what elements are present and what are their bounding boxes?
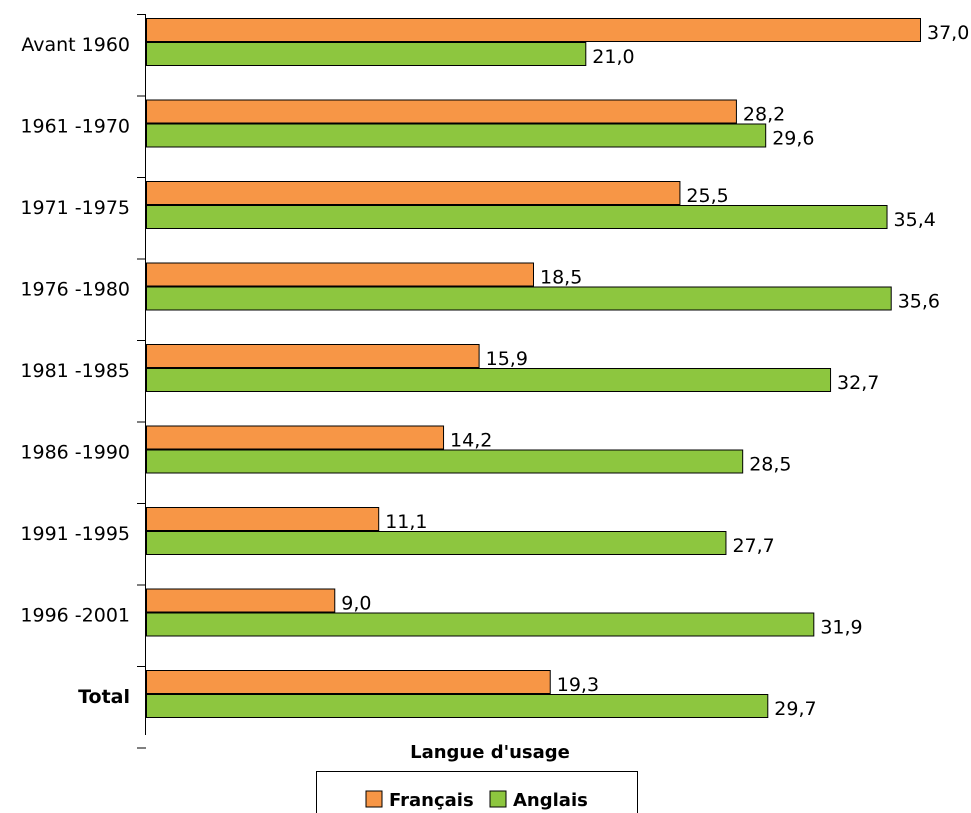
bar-anglais-1961-1970: [146, 123, 767, 148]
bar-anglais-1981-1985: [146, 368, 832, 392]
legend-label-anglais: Anglais: [513, 790, 588, 811]
value-label-anglais-1961-1970: 29,6: [772, 128, 814, 150]
value-label-anglais-1981-1985: 32,7: [837, 372, 879, 394]
category-label-1981-1985: 1981 -1985: [20, 360, 130, 382]
legend-swatch-francais: [365, 790, 383, 808]
bar-francais-1991-1995: [146, 507, 380, 531]
value-label-francais-1996-2001: 9,0: [341, 593, 371, 615]
value-label-francais-1986-1990: 14,2: [450, 430, 492, 452]
x-axis-label: Langue d'usage: [410, 742, 570, 763]
category-label-1976-1980: 1976 -1980: [20, 279, 130, 301]
bar-francais-avant-1960: [146, 18, 921, 42]
legend-box: [316, 771, 638, 813]
bar-francais-total: [146, 670, 551, 694]
bar-anglais-1976-1980: [146, 286, 892, 311]
y-axis-ticks: [137, 14, 146, 749]
legend-label-francais: Français: [389, 790, 474, 811]
category-label-avant-1960: Avant 1960: [21, 34, 130, 56]
bar-anglais-avant-1960: [146, 42, 587, 66]
value-label-anglais-1986-1990: 28,5: [749, 454, 791, 476]
legend: Français Anglais: [316, 771, 638, 813]
value-label-francais-1971-1975: 25,5: [686, 185, 728, 207]
bar-francais-1961-1970: [146, 99, 737, 124]
value-label-anglais-1976-1980: 35,6: [898, 291, 940, 313]
bars-group: [146, 18, 921, 718]
value-label-anglais-avant-1960: 21,0: [592, 46, 634, 68]
legend-swatch-anglais: [489, 790, 507, 808]
bar-francais-1981-1985: [146, 344, 480, 368]
value-label-anglais-total: 29,7: [774, 698, 816, 720]
category-label-1996-2001: 1996 -2001: [20, 605, 130, 627]
category-label-1961-1970: 1961 -1970: [20, 116, 130, 138]
value-label-francais-total: 19,3: [557, 674, 599, 696]
value-labels: 37,0 21,0 28,229,6 25,5 35,4 18,5 35,6 15,9 32,7…: [341, 22, 969, 720]
value-label-francais-1991-1995: 11,1: [385, 511, 427, 533]
value-label-francais-1961-1970: 28,2: [743, 104, 785, 126]
value-label-anglais-1991-1995: 27,7: [732, 535, 774, 557]
bar-anglais-total: [146, 694, 769, 718]
category-label-1971-1975: 1971 -1975: [20, 197, 130, 219]
value-label-francais-1981-1985: 15,9: [486, 348, 528, 370]
bar-anglais-1991-1995: [146, 531, 727, 555]
bar-anglais-1996-2001: [146, 612, 815, 637]
category-labels: Avant 1960 1961 -1970 1971 -1975 1976 -1980…: [20, 34, 130, 708]
value-label-anglais-1996-2001: 31,9: [820, 617, 862, 639]
bar-francais-1971-1975: [146, 181, 681, 205]
bar-francais-1996-2001: [146, 588, 336, 613]
value-label-francais-avant-1960: 37,0: [927, 22, 969, 44]
value-label-francais-1976-1980: 18,5: [540, 267, 582, 289]
bar-anglais-1971-1975: [146, 205, 888, 229]
value-label-anglais-1971-1975: 35,4: [894, 209, 936, 231]
bar-anglais-1986-1990: [146, 449, 744, 474]
category-label-1986-1990: 1986 -1990: [20, 442, 130, 464]
bar-francais-1986-1990: [146, 425, 445, 450]
bar-francais-1976-1980: [146, 262, 534, 287]
category-label-1991-1995: 1991 -1995: [20, 523, 130, 545]
category-label-total: Total: [78, 686, 130, 708]
